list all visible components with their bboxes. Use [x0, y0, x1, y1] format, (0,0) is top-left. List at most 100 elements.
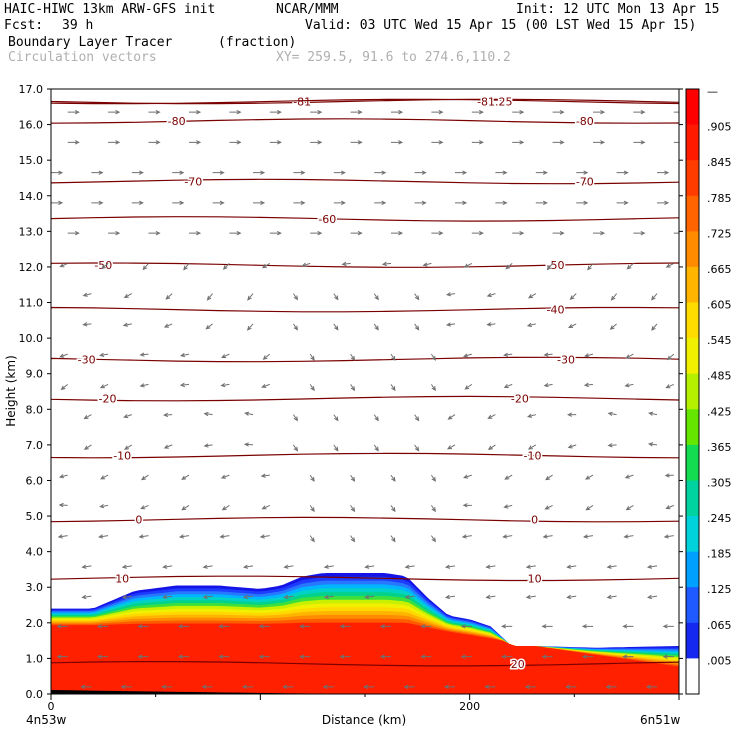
vector-arrow: [350, 353, 356, 361]
colorbar-swatch: [686, 551, 699, 588]
vector-arrow: [220, 382, 230, 388]
x-right-location: 6n51w: [640, 713, 681, 727]
vector-arrow: [581, 624, 593, 629]
colorbar-swatch: [686, 516, 699, 553]
valid-time: Valid: 03 UTC Wed 15 Apr 15 (00 LST Wed …: [305, 18, 697, 33]
vector-arrow: [262, 353, 271, 360]
vector-arrow: [51, 323, 52, 325]
contour-label: -70: [184, 176, 202, 189]
vector-arrow: [57, 534, 68, 539]
y-tick-label: 17.0: [19, 83, 44, 96]
contour-line: [51, 118, 679, 124]
vector-arrow: [463, 353, 472, 358]
contour-label: -80: [168, 115, 186, 128]
vector-arrow: [662, 624, 674, 629]
vector-arrow: [487, 444, 496, 451]
vector-arrow: [51, 414, 52, 416]
vector-arrow: [390, 353, 396, 361]
axes: 0.0 1.0 2.0 3.0 4.0 5.0 6.0 7.0 8.0 9.0 10.0 11.0 12…: [19, 83, 683, 713]
vector-arrow: [163, 444, 173, 449]
vector-arrow: [269, 109, 282, 115]
vector-arrow: [218, 654, 230, 659]
vector-arrow: [444, 594, 456, 600]
vector-arrow: [503, 504, 513, 509]
contour-label: 10: [528, 572, 542, 585]
vector-arrow: [374, 200, 387, 206]
vector-arrow: [471, 140, 484, 145]
vector-arrow: [56, 624, 68, 629]
contour-label: -10: [524, 450, 542, 463]
vector-arrow: [662, 654, 674, 659]
y-tick-label: 13.0: [19, 225, 44, 238]
vector-arrow: [486, 322, 496, 327]
temperature-contours: -81 -81.25-80 -80-70 -70-60-50 -50-40-30 -30-…: [51, 94, 679, 672]
vector-arrow: [189, 140, 202, 145]
vector-arrow: [323, 564, 334, 569]
vector-arrow: [309, 505, 315, 513]
contour-label: -80: [576, 115, 594, 128]
vector-arrow: [350, 384, 356, 392]
vector-arrow: [443, 684, 455, 690]
vector-arrow: [606, 564, 617, 569]
vector-arrow: [585, 504, 594, 511]
colorbar-label: .605: [707, 299, 732, 312]
vector-arrow: [495, 170, 508, 175]
y-tick-label: 2.0: [26, 617, 44, 630]
vector-arrow: [462, 503, 472, 508]
vector-arrow: [584, 474, 594, 480]
vector-arrow: [60, 384, 69, 391]
vector-arrow: [91, 170, 104, 175]
colorbar-swatch: [686, 587, 699, 624]
vector-arrow: [544, 504, 553, 510]
vector-arrow: [414, 323, 420, 331]
vector-arrow: [460, 624, 472, 629]
vector-arrow: [430, 353, 436, 361]
vector-arrow: [139, 352, 149, 357]
vector-arrow: [664, 473, 674, 478]
colorbar-swatch: [686, 89, 699, 126]
contour-label: -81.25: [477, 96, 512, 109]
colorbar-label: .125: [707, 583, 732, 596]
contour-line: [51, 356, 679, 363]
contour-line: [51, 661, 679, 667]
vector-arrow: [512, 140, 525, 145]
vector-arrow: [59, 353, 68, 358]
contour-line: [51, 216, 679, 222]
vector-arrow: [253, 170, 266, 175]
vector-arrow: [616, 170, 629, 175]
y-tick-label: 3.0: [26, 581, 44, 594]
vector-arrow: [309, 535, 315, 543]
x-left-location: 4n53w: [26, 713, 67, 727]
vector-arrow: [163, 323, 173, 328]
vector-arrow: [339, 654, 351, 659]
vector-arrow: [140, 474, 149, 481]
vector-arrow: [350, 505, 356, 513]
vector-arrow: [212, 200, 225, 206]
vector-arrow: [309, 384, 315, 392]
vector-arrow: [404, 564, 415, 569]
contour-line: [51, 306, 679, 313]
vector-arrow: [622, 654, 634, 659]
vector-arrow: [218, 624, 230, 629]
vector-arrow: [673, 141, 679, 143]
vector-arrow: [137, 624, 149, 629]
circulation-vectors: [51, 109, 679, 690]
vector-arrow: [420, 624, 432, 629]
vector-arrow: [179, 352, 190, 358]
x-tick-label: 0: [48, 700, 55, 713]
vector-arrow: [445, 322, 456, 327]
vector-arrow: [504, 474, 513, 480]
vector-arrow: [229, 109, 242, 115]
vector-arrow: [460, 654, 472, 659]
vector-arrow: [91, 200, 104, 206]
vector-arrow: [219, 534, 230, 539]
vector-arrow: [82, 322, 92, 327]
colorbar-label: .065: [707, 619, 732, 632]
y-tick-label: 7.0: [26, 439, 44, 452]
vector-arrow: [665, 504, 674, 510]
y-tick-label: 5.0: [26, 510, 44, 523]
x-axis-title: Distance (km): [322, 713, 406, 727]
vector-arrow: [546, 263, 553, 271]
vector-arrow: [581, 654, 593, 659]
vector-arrow: [541, 624, 553, 629]
